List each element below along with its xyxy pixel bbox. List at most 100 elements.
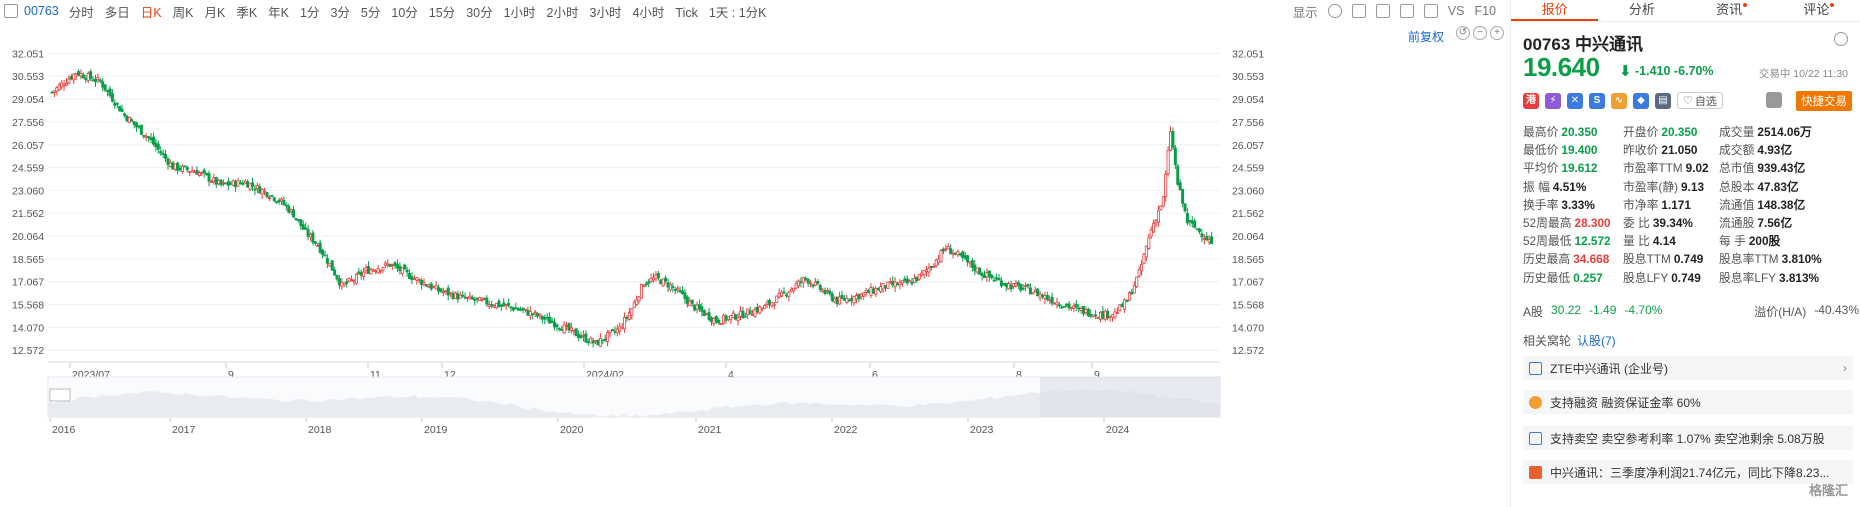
bell-icon[interactable] xyxy=(1766,92,1782,108)
zoom-out-icon[interactable]: − xyxy=(1473,26,1487,40)
stat-label: 股息率TTM xyxy=(1719,252,1779,267)
news-row[interactable]: 中兴通讯：三季度净利润21.74亿元，同比下降8.23... xyxy=(1523,460,1853,484)
candle-body xyxy=(98,79,102,82)
candle-body xyxy=(417,278,421,281)
candle-body xyxy=(357,271,361,274)
company-account-row[interactable]: ZTE中兴通讯 (企业号) › xyxy=(1523,356,1853,380)
timeframe-7[interactable]: 1分 xyxy=(300,5,320,20)
candle-body xyxy=(586,341,590,344)
candle-body xyxy=(717,319,721,324)
candle-body xyxy=(1202,238,1206,240)
tab-2[interactable]: 资讯 xyxy=(1686,0,1773,21)
timeframe-16[interactable]: 4小时 xyxy=(632,5,665,20)
timeframe-0[interactable]: 分时 xyxy=(68,5,94,20)
candle-body xyxy=(676,287,680,290)
checkbox-icon[interactable] xyxy=(1351,4,1366,18)
candle-body xyxy=(135,122,139,128)
display-menu[interactable]: 显示 xyxy=(1292,5,1318,20)
timeframe-4[interactable]: 月K xyxy=(204,5,226,20)
candle-body xyxy=(540,316,544,320)
timeframe-list: 分时 多日 日K 周K 月K 季K 年K 1分 3分 5分 10分 15分 30分 1小时 2小时 3小时 4小… xyxy=(69,2,778,21)
timeframe-1[interactable]: 多日 xyxy=(104,5,130,20)
a-share-row[interactable]: A股 30.22 -1.49 -4.70% 溢价(H/A) -40.43% xyxy=(1523,303,1859,320)
candle-body xyxy=(1127,292,1131,301)
candle-body xyxy=(1135,276,1139,288)
candle-body xyxy=(1176,165,1180,185)
timeframe-2[interactable]: 日K xyxy=(140,5,162,20)
candle-body xyxy=(912,278,916,283)
timeframe-15[interactable]: 3小时 xyxy=(589,5,622,20)
share-icon[interactable]: S xyxy=(1589,92,1605,109)
timeframe-8[interactable]: 3分 xyxy=(330,5,350,20)
stat-label: 股息TTM xyxy=(1623,252,1671,267)
camera-icon[interactable] xyxy=(1375,4,1390,18)
candle-body xyxy=(1185,213,1189,224)
chart-area[interactable]: 32.051 32.051 30.553 30.553 29.054 29.054 27.5… xyxy=(0,22,1508,507)
doc-icon[interactable]: ▤ xyxy=(1655,92,1671,109)
reset-icon[interactable]: ↺ xyxy=(1456,26,1470,40)
fast-trade-button[interactable]: 快捷交易 xyxy=(1796,91,1852,111)
candle-body xyxy=(1123,299,1127,310)
tab-3[interactable]: 评论 xyxy=(1773,0,1860,21)
gear-icon[interactable] xyxy=(1834,32,1848,46)
candlestick-chart[interactable]: 32.051 32.051 30.553 30.553 29.054 29.054 27.5… xyxy=(0,22,1508,507)
candle-body xyxy=(383,262,387,266)
candle-body xyxy=(821,289,825,292)
sidebar-toggle-icon[interactable] xyxy=(4,4,18,18)
timeframe-5[interactable]: 季K xyxy=(236,5,258,20)
candle-body xyxy=(91,79,95,82)
timeframe-9[interactable]: 5分 xyxy=(360,5,381,20)
timeframe-12[interactable]: 30分 xyxy=(466,5,493,20)
y-tick-label-right: 29.054 xyxy=(1232,94,1264,106)
y-tick-label-left: 14.070 xyxy=(12,322,44,334)
short-icon[interactable]: ✕ xyxy=(1567,92,1583,109)
fullscreen-icon[interactable] xyxy=(1423,4,1438,18)
stat-label: 市净率 xyxy=(1623,197,1659,212)
timeframe-11[interactable]: 15分 xyxy=(428,5,456,20)
tab-1[interactable]: 分析 xyxy=(1598,0,1685,21)
candle-body xyxy=(154,142,158,148)
candle-body xyxy=(347,278,351,282)
timeframe-6[interactable]: 年K xyxy=(268,5,290,20)
margin-icon[interactable]: ⚡ xyxy=(1545,92,1561,109)
option-icon[interactable]: ∿ xyxy=(1611,92,1627,109)
f10-button[interactable]: F10 xyxy=(1474,4,1496,18)
candle-body xyxy=(751,314,755,317)
candle-body xyxy=(743,315,747,318)
candle-body xyxy=(1069,307,1073,310)
timeframe-17[interactable]: Tick xyxy=(675,5,698,20)
candle-body xyxy=(308,234,312,238)
candle-body xyxy=(115,102,119,105)
timeframe-10[interactable]: 10分 xyxy=(391,5,418,20)
candle-body xyxy=(255,185,259,189)
timeframe-18[interactable]: 1天 : 1分K xyxy=(708,5,767,20)
candle-body xyxy=(1033,289,1037,293)
short-sell-row[interactable]: 支持卖空 卖空参考利率 1.07% 卖空池剩余 5.08万股 xyxy=(1523,426,1853,450)
draw-icon[interactable] xyxy=(1399,4,1414,18)
stat-cell: 股息率LFY 3.813% xyxy=(1719,269,1859,287)
favorite-button[interactable]: ♡ 自选 xyxy=(1677,92,1723,109)
settings-icon[interactable] xyxy=(1327,4,1342,18)
candle-body xyxy=(270,194,274,197)
candle-body xyxy=(555,324,559,328)
timeframe-3[interactable]: 周K xyxy=(172,5,194,20)
hk-connect-icon[interactable]: 港 xyxy=(1523,92,1539,109)
candle-body xyxy=(52,90,56,93)
tag-icon[interactable]: ◆ xyxy=(1633,92,1649,109)
timeframe-14[interactable]: 2小时 xyxy=(546,5,579,20)
candle-body xyxy=(1089,314,1093,317)
candle-body xyxy=(847,299,851,302)
zoom-in-icon[interactable]: + xyxy=(1490,26,1504,40)
timeframe-13[interactable]: 1小时 xyxy=(503,5,536,20)
y-tick-label-right: 27.556 xyxy=(1232,117,1264,129)
vs-button[interactable]: VS xyxy=(1447,4,1465,18)
candle-body xyxy=(939,250,943,263)
warrants-link[interactable]: 认股(7) xyxy=(1577,334,1616,348)
restore-mode-button[interactable]: 前复权 xyxy=(1408,30,1445,44)
y-tick-label-right: 23.060 xyxy=(1232,185,1264,197)
candle-body xyxy=(780,291,784,297)
margin-row[interactable]: 支持融资 融资保证金率 60% xyxy=(1523,390,1853,414)
candle-body xyxy=(545,316,549,319)
tab-0[interactable]: 报价 xyxy=(1511,0,1599,21)
candle-body xyxy=(1014,283,1018,287)
